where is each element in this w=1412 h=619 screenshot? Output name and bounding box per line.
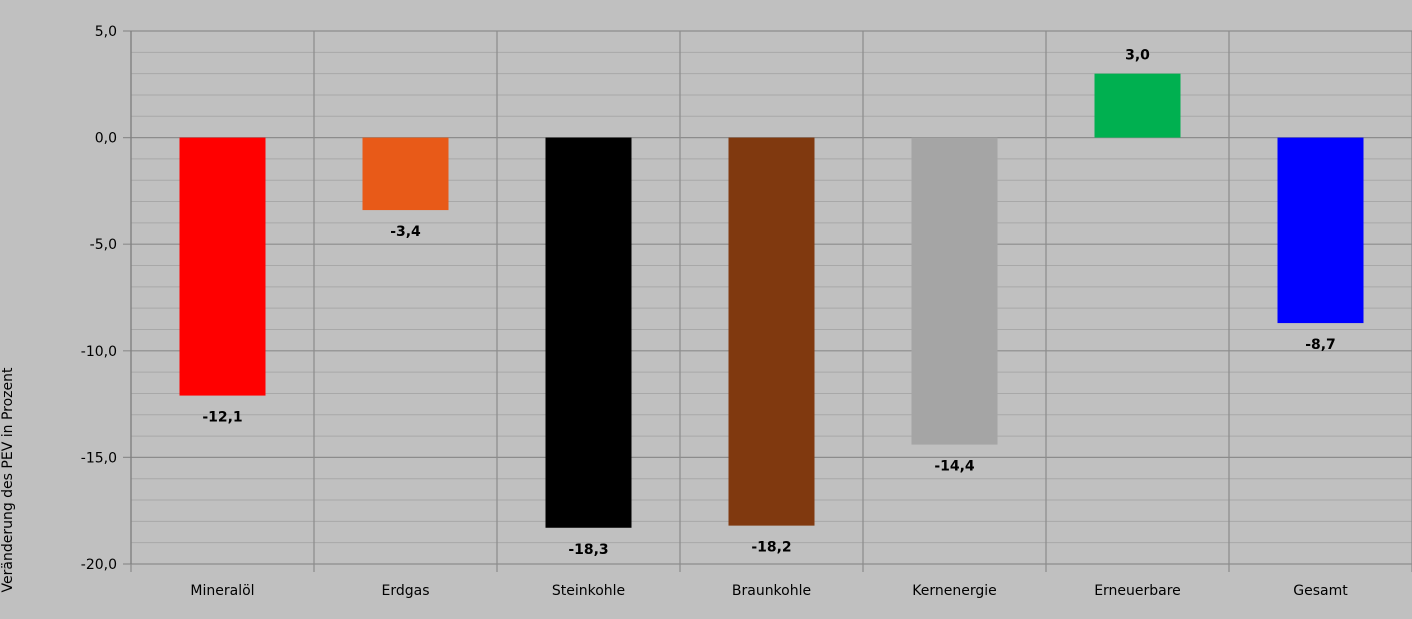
bar bbox=[179, 137, 266, 396]
x-tick-label: Steinkohle bbox=[552, 583, 625, 599]
y-tick-label: -5,0 bbox=[90, 237, 117, 253]
y-tick-labels: 5,0 0,0 -5,0 -10,0 -15,0 -20,0 bbox=[81, 24, 117, 573]
x-tick-label: Mineralöl bbox=[190, 583, 254, 599]
data-label: -12,1 bbox=[202, 410, 242, 426]
data-label: 3,0 bbox=[1125, 48, 1150, 64]
data-labels: -12,1 -3,4 -18,3 -18,2 -14,4 3,0 -8,7 bbox=[202, 48, 1335, 558]
x-tick-label: Gesamt bbox=[1293, 583, 1348, 599]
x-tick-label: Erdgas bbox=[381, 583, 429, 599]
data-label: -14,4 bbox=[934, 459, 975, 475]
x-tick-labels: Mineralöl Erdgas Steinkohle Braunkohle Kerne… bbox=[190, 583, 1348, 599]
y-tick-label: 5,0 bbox=[95, 24, 117, 40]
x-tick-label: Braunkohle bbox=[732, 583, 811, 599]
x-tick-label: Kernenergie bbox=[912, 583, 996, 599]
bar bbox=[728, 137, 815, 526]
y-tick-label: 0,0 bbox=[95, 131, 117, 147]
bars bbox=[179, 73, 1364, 528]
data-label: -18,3 bbox=[568, 542, 608, 558]
bar bbox=[362, 137, 449, 211]
y-tick-label: -15,0 bbox=[81, 450, 117, 466]
y-tick-label: -10,0 bbox=[81, 344, 117, 360]
x-tick-label: Erneuerbare bbox=[1094, 583, 1181, 599]
bar bbox=[545, 137, 632, 528]
y-axis-title: Veränderung des PEV in Prozent bbox=[0, 367, 16, 592]
data-label: -18,2 bbox=[751, 540, 791, 556]
bar bbox=[1094, 73, 1181, 138]
bar bbox=[1277, 137, 1364, 324]
data-label: -8,7 bbox=[1305, 337, 1336, 353]
y-tick-label: -20,0 bbox=[81, 557, 117, 573]
data-label: -3,4 bbox=[390, 224, 421, 240]
bar bbox=[911, 137, 998, 445]
